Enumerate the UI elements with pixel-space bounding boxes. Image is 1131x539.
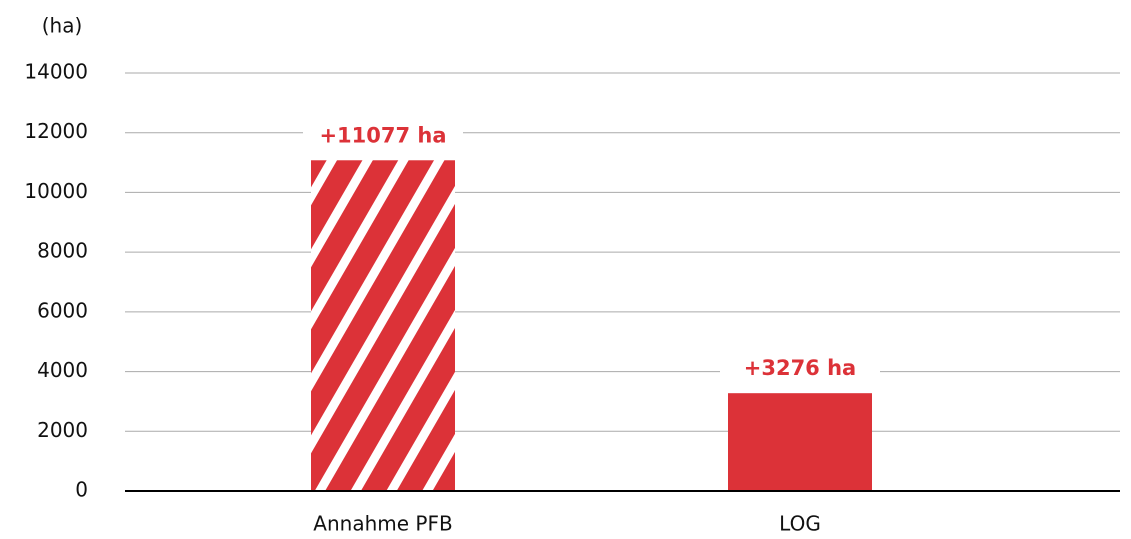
value-label: +3276 ha xyxy=(744,356,856,380)
y-tick-label: 12000 xyxy=(24,119,88,143)
y-tick-label: 6000 xyxy=(37,298,88,322)
y-tick-label: 8000 xyxy=(37,239,88,263)
y-tick-label: 14000 xyxy=(24,60,88,84)
bar xyxy=(311,160,455,491)
value-label: +11077 ha xyxy=(319,123,446,147)
value-label-bg xyxy=(720,351,880,386)
y-tick-label: 10000 xyxy=(24,179,88,203)
x-tick-label: LOG xyxy=(779,512,821,536)
value-label-bg xyxy=(303,118,463,153)
y-tick-label: 4000 xyxy=(37,358,88,382)
y-tick-label: 0 xyxy=(75,478,88,502)
bar xyxy=(728,393,872,491)
x-tick-label: Annahme PFB xyxy=(313,512,452,536)
y-tick-label: 2000 xyxy=(37,418,88,442)
y-axis-label: (ha) xyxy=(42,14,83,38)
